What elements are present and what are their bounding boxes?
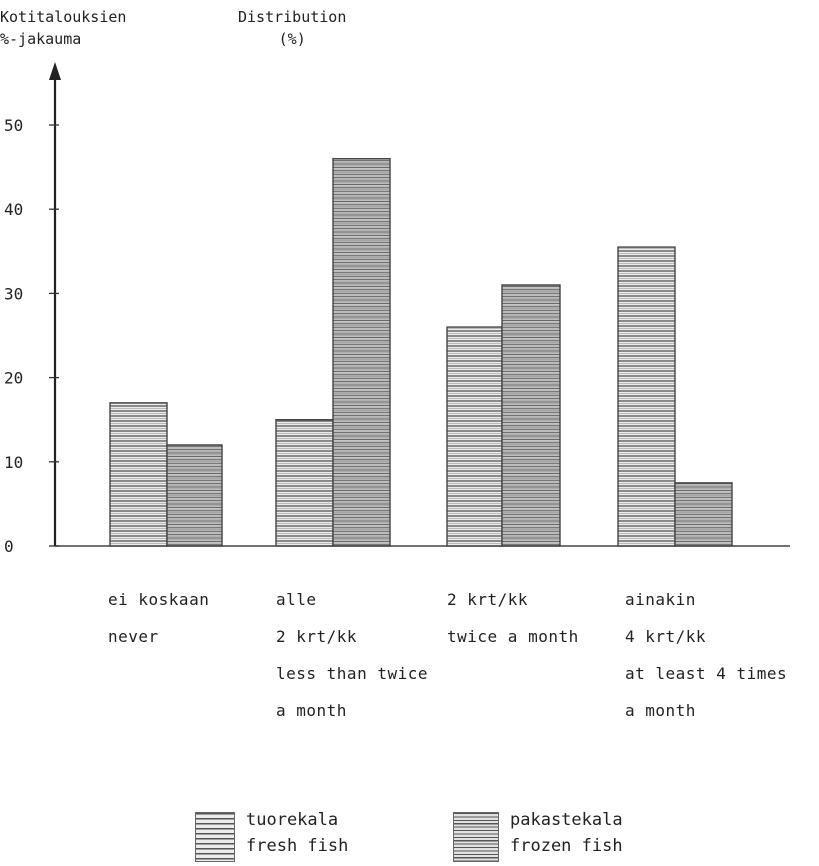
- category-label-line: 4 krt/kk: [625, 627, 707, 646]
- category-label-line: 2 krt/kk: [276, 627, 358, 646]
- y-label-english-line1: Distribution: [238, 8, 347, 26]
- legend-swatch-fresh: [195, 812, 235, 862]
- bar-fresh-fish: [446, 326, 503, 547]
- y-tick-label: 40: [4, 200, 23, 219]
- legend-label-frozen: pakastekala frozen fish: [510, 807, 623, 859]
- bars: [109, 157, 733, 547]
- category-label-line: a month: [276, 701, 347, 720]
- y-tick-label: 50: [4, 116, 23, 135]
- category-label-line: never: [108, 627, 159, 646]
- y-tick-label: 20: [4, 369, 23, 388]
- y-label-finnish-line1: Kotitalouksien: [0, 8, 127, 26]
- category-label: 2 krt/kk twice a month: [447, 581, 579, 655]
- y-label-finnish: Kotitalouksien %-jakauma: [0, 6, 126, 50]
- category-label-line: twice a month: [447, 627, 579, 646]
- bar-fresh-fish: [109, 402, 168, 547]
- y-tick-label: 30: [4, 284, 23, 303]
- category-label-line: a month: [625, 701, 696, 720]
- bar-fresh-fish: [617, 246, 676, 547]
- category-label-line: ei koskaan: [108, 590, 210, 609]
- bar-frozen-fish: [674, 482, 733, 547]
- legend-swatch-frozen: [453, 812, 499, 862]
- legend-label-frozen-fi: pakastekala: [510, 810, 623, 830]
- category-label: alle 2 krt/kk less than twice a month: [276, 581, 428, 729]
- legend-label-fresh: tuorekala fresh fish: [246, 807, 348, 859]
- bar-frozen-fish: [332, 157, 391, 547]
- legend-label-fresh-en: fresh fish: [246, 836, 349, 856]
- y-axis-arrow: [49, 62, 61, 80]
- category-label-line: alle: [276, 590, 317, 609]
- y-tick-label: 10: [4, 453, 23, 472]
- legend-label-frozen-en: frozen fish: [510, 836, 623, 856]
- bar-fresh-fish: [275, 419, 334, 547]
- y-tick-label: 0: [4, 537, 14, 556]
- category-label-line: 2 krt/kk: [447, 590, 529, 609]
- y-ticks: 0 10 20 30 40 50: [4, 116, 59, 556]
- bar-frozen-fish: [501, 284, 561, 547]
- category-label: ainakin 4 krt/kk at least 4 times a month: [625, 581, 787, 729]
- bar-frozen-fish: [166, 444, 223, 547]
- y-label-english: Distribution (%): [238, 6, 346, 50]
- legend-label-fresh-fi: tuorekala: [246, 810, 339, 830]
- category-label: ei koskaan never: [108, 581, 209, 655]
- category-label-line: ainakin: [625, 590, 696, 609]
- category-label-line: less than twice: [276, 664, 428, 683]
- y-label-finnish-line2: %-jakauma: [0, 30, 82, 48]
- y-label-english-line2: (%): [278, 30, 306, 48]
- category-label-line: at least 4 times: [625, 664, 788, 683]
